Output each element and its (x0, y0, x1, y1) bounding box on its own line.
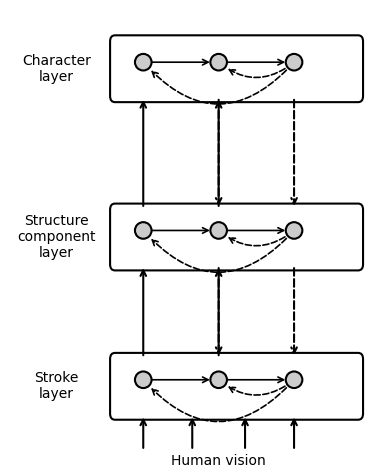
Ellipse shape (210, 54, 227, 71)
FancyBboxPatch shape (110, 204, 363, 270)
FancyBboxPatch shape (110, 36, 363, 102)
Text: Structure
component
layer: Structure component layer (17, 214, 96, 260)
Ellipse shape (135, 222, 152, 239)
Ellipse shape (210, 372, 227, 388)
Text: Human vision: Human vision (171, 454, 266, 468)
Text: Stroke
layer: Stroke layer (34, 371, 79, 401)
Text: Character
layer: Character layer (22, 54, 91, 84)
Ellipse shape (210, 222, 227, 239)
Ellipse shape (135, 54, 152, 71)
Ellipse shape (286, 372, 302, 388)
Ellipse shape (135, 372, 152, 388)
Ellipse shape (286, 54, 302, 71)
Ellipse shape (286, 222, 302, 239)
FancyBboxPatch shape (110, 353, 363, 420)
